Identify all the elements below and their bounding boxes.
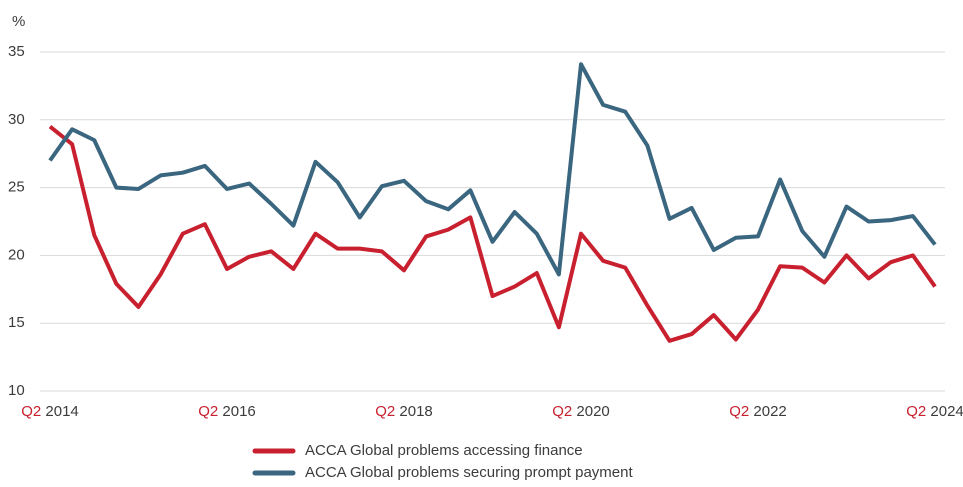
series-line bbox=[48, 62, 937, 277]
y-tick-label: 20 bbox=[8, 246, 25, 263]
x-tick-label: Q2 2018 bbox=[375, 403, 433, 420]
x-tick-label: Q2 2022 bbox=[729, 403, 787, 420]
x-tick-label: Q2 2020 bbox=[552, 403, 610, 420]
legend-label: ACCA Global problems securing prompt pay… bbox=[305, 464, 633, 481]
y-tick-label: 15 bbox=[8, 314, 25, 331]
y-tick-label: 30 bbox=[8, 111, 25, 128]
y-axis-label: % bbox=[12, 13, 25, 30]
y-tick-label: 25 bbox=[8, 179, 25, 196]
x-tick-label: Q2 2024 bbox=[906, 403, 963, 420]
series-line bbox=[48, 125, 937, 343]
y-tick-label: 35 bbox=[8, 43, 25, 60]
x-tick-label: Q2 2016 bbox=[198, 403, 256, 420]
legend-label: ACCA Global problems accessing finance bbox=[305, 442, 583, 459]
y-tick-label: 10 bbox=[8, 382, 25, 399]
x-tick-label: Q2 2014 bbox=[21, 403, 79, 420]
